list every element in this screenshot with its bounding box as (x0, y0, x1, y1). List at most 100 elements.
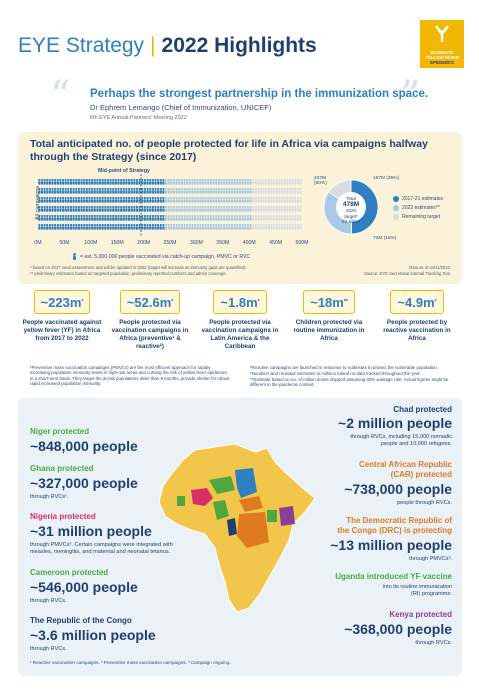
person-icon (104, 196, 107, 203)
person-icon (294, 223, 297, 230)
person-icon (254, 187, 257, 194)
person-icon (114, 223, 117, 230)
person-icon (159, 214, 162, 221)
person-icon (220, 214, 223, 221)
donut-center-1: Total (346, 196, 356, 201)
person-icon (275, 196, 279, 203)
person-icon (61, 196, 65, 203)
chart-footnote-1: * based on 2017 need assessment and will… (30, 265, 247, 270)
x-tick-label: 200M (137, 240, 151, 246)
person-icon (262, 178, 265, 185)
person-icon (265, 214, 268, 221)
person-icon (88, 214, 91, 221)
person-icon (299, 178, 302, 185)
person-icon (273, 223, 276, 230)
person-icon (199, 205, 202, 212)
person-icon (93, 214, 96, 221)
person-icon (196, 187, 199, 194)
person-icon (228, 196, 231, 203)
person-icon (207, 187, 210, 194)
stat-value-box: ~4.9m * (390, 290, 444, 314)
person-icon (196, 214, 199, 221)
person-icon (183, 205, 186, 212)
person-icon (112, 187, 115, 194)
ghana-title: Ghana protected (30, 464, 94, 473)
person-icon (133, 223, 136, 230)
person-icon (172, 223, 176, 230)
person-icon (109, 178, 112, 185)
person-icon (283, 178, 286, 185)
person-icon (117, 187, 120, 194)
person-icon (40, 178, 44, 185)
person-icon (138, 187, 141, 194)
stat-label: Children protected via routine immunizat… (293, 319, 365, 342)
person-icon (48, 178, 51, 185)
uganda-note-2: (RI) programme. (410, 591, 452, 597)
person-icon (151, 178, 154, 185)
person-icon (69, 223, 73, 230)
person-icon (101, 196, 104, 203)
person-icon (164, 214, 168, 221)
person-icon (244, 214, 247, 221)
person-icon (294, 196, 297, 203)
person-icon (98, 205, 102, 212)
person-icon (212, 178, 215, 185)
person-icon (183, 196, 186, 203)
person-icon (83, 205, 86, 212)
nigeria-title: Nigeria protected (30, 512, 96, 521)
person-icon (270, 187, 273, 194)
person-icon (196, 178, 199, 185)
person-icon (112, 214, 115, 221)
person-icon (46, 214, 49, 221)
person-icon (299, 214, 302, 221)
person-icon (40, 205, 44, 212)
person-icon (223, 196, 226, 203)
person-icon (233, 196, 236, 203)
person-icon (217, 187, 220, 194)
person-icon (80, 214, 83, 221)
person-icon (178, 205, 181, 212)
person-icon (230, 187, 234, 194)
person-icon (146, 187, 149, 194)
person-icon (130, 178, 133, 185)
legend-item: 2017-21 estimates (393, 196, 443, 202)
person-icon (270, 214, 273, 221)
person-icon (289, 196, 292, 203)
person-icon (225, 187, 228, 194)
person-icon (69, 187, 73, 194)
person-icon (157, 187, 160, 194)
person-icon (61, 205, 65, 212)
person-icon (259, 205, 263, 212)
person-icon (56, 214, 59, 221)
donut-center-3: 2026 target* (344, 208, 358, 219)
person-icon (289, 187, 292, 194)
person-icon (233, 214, 236, 221)
person-icon (151, 196, 154, 203)
person-icon (275, 223, 279, 230)
person-icon (54, 214, 57, 221)
person-icon (233, 178, 236, 185)
person-icon (64, 205, 67, 212)
legend-item: Remaining target (393, 214, 443, 220)
chad-value: ~2 million people (338, 415, 452, 431)
person-icon (257, 178, 260, 185)
person-icon (270, 196, 273, 203)
person-icon (180, 205, 183, 212)
person-icon (270, 178, 273, 185)
open-quote-icon: “ (50, 73, 71, 119)
kenya-note: through RVCs. (415, 640, 452, 646)
person-icon (106, 205, 110, 212)
person-icon (170, 178, 173, 185)
person-icon (262, 205, 265, 212)
nigeria-note-2: measles, meningitis, and maternal and ne… (30, 549, 171, 555)
person-icon (164, 205, 168, 212)
person-icon (48, 205, 51, 212)
person-icon (262, 223, 265, 230)
person-icon (143, 178, 147, 185)
person-icon (281, 214, 284, 221)
person-icon (151, 214, 154, 221)
person-icon (127, 205, 131, 212)
person-icon (209, 196, 213, 203)
person-icon (236, 214, 239, 221)
chart-source-date: Data as of 24/11/2022 (409, 265, 450, 270)
